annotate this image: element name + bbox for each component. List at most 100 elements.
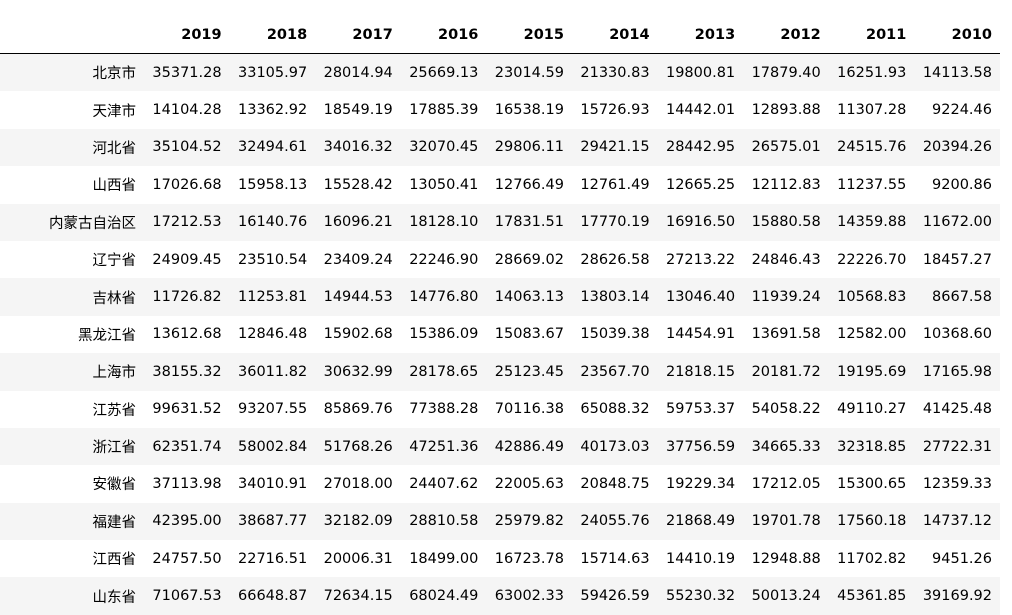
table-cell: 65088.32 [580, 401, 650, 418]
table-cell: 13046.40 [665, 289, 736, 306]
table-cell: 17212.53 [152, 214, 222, 231]
table-cell: 12582.00 [837, 326, 907, 343]
table-cell: 49110.27 [837, 401, 907, 418]
row-label: 河北省 [92, 140, 137, 157]
table-cell: 20394.26 [922, 139, 992, 156]
row-label: 天津市 [92, 103, 137, 120]
row-label: 北京市 [92, 66, 137, 83]
row-label: 山西省 [92, 178, 137, 195]
table-cell: 40173.03 [580, 438, 650, 455]
table-cell: 25979.82 [494, 513, 564, 530]
table-cell: 17885.39 [409, 102, 479, 119]
table-cell: 34016.32 [323, 139, 393, 156]
table-cell: 11726.82 [152, 289, 222, 306]
table-cell: 11307.28 [837, 102, 907, 119]
column-header-2019: 2019 [144, 17, 230, 54]
table-cell: 18499.00 [409, 550, 479, 567]
table-cell: 29806.11 [494, 139, 564, 156]
table-cell: 37113.98 [152, 475, 222, 492]
table-cell: 66648.87 [238, 588, 308, 605]
table-cell: 17165.98 [922, 363, 992, 380]
table-cell: 13362.92 [238, 102, 308, 119]
column-header-2014: 2014 [571, 17, 658, 54]
table-cell: 11939.24 [751, 289, 821, 306]
table-cell: 11237.55 [837, 176, 907, 193]
table-cell: 85869.76 [323, 401, 393, 418]
table-cell: 20848.75 [580, 475, 650, 492]
table-row: 江西省 24757.50 22716.51 20006.31 18499.00 16723… [0, 540, 1000, 578]
table-row: 内蒙古自治区 17212.53 16140.76 16096.21 18128.10 17… [0, 203, 1000, 241]
table-row: 天津市 14104.28 13362.92 18549.19 17885.39 16538… [0, 91, 1000, 129]
table-cell: 35371.28 [152, 64, 222, 81]
table-cell: 38155.32 [152, 363, 222, 380]
table-row: 河北省 35104.52 32494.61 34016.32 32070.45 29806… [0, 128, 1000, 167]
table-row: 吉林省 11726.82 11253.81 14944.53 14776.80 14063… [0, 278, 1000, 316]
table-cell: 24909.45 [152, 251, 222, 268]
header-row: 2019 2018 2017 2016 2015 2014 2013 2012 2011 2010 [0, 17, 1000, 54]
table-cell: 18549.19 [323, 102, 393, 119]
table-cell: 21868.49 [665, 513, 736, 530]
row-label: 内蒙古自治区 [49, 215, 136, 232]
table-cell: 17879.40 [751, 64, 821, 81]
table-cell: 15880.58 [751, 214, 821, 231]
row-label: 山东省 [92, 589, 137, 606]
table-cell: 50013.24 [751, 588, 821, 605]
table-cell: 15958.13 [238, 176, 308, 193]
table-cell: 12665.25 [665, 176, 736, 193]
table-cell: 10368.60 [922, 326, 992, 343]
table-cell: 32318.85 [837, 438, 907, 455]
table-cell: 12112.83 [751, 176, 821, 193]
table-cell: 24757.50 [152, 550, 222, 567]
table-cell: 32182.09 [323, 513, 393, 530]
row-label: 浙江省 [92, 440, 137, 457]
table-cell: 28178.65 [409, 363, 479, 380]
table-cell: 36011.82 [238, 363, 308, 380]
table-cell: 14104.28 [152, 102, 222, 119]
table-cell: 13050.41 [409, 176, 479, 193]
table-cell: 15039.38 [580, 326, 650, 343]
table-cell: 24055.76 [580, 513, 650, 530]
table-cell: 9200.86 [932, 176, 992, 193]
column-header-2017: 2017 [315, 17, 401, 54]
table-cell: 25123.45 [494, 363, 564, 380]
table-row: 安徽省 37113.98 34010.91 27018.00 24407.62 22005… [0, 465, 1000, 503]
table-cell: 16096.21 [323, 214, 393, 231]
table-cell: 30632.99 [323, 363, 393, 380]
table-cell: 28014.94 [323, 64, 393, 81]
table-cell: 93207.55 [238, 401, 308, 418]
table-cell: 17831.51 [494, 214, 564, 231]
table-row: 福建省 42395.00 38687.77 32182.09 28810.58 25979… [0, 502, 1000, 541]
table-cell: 21330.83 [580, 64, 650, 81]
table-cell: 15902.68 [323, 326, 393, 343]
table-cell: 55230.32 [665, 588, 736, 605]
table-cell: 12893.88 [751, 102, 821, 119]
table-cell: 14410.19 [665, 550, 736, 567]
table-cell: 14113.58 [922, 64, 992, 81]
table-cell: 70116.38 [494, 401, 564, 418]
table-cell: 20006.31 [323, 550, 393, 567]
table-cell: 16538.19 [494, 102, 564, 119]
row-label: 辽宁省 [92, 253, 137, 270]
row-label: 福建省 [92, 514, 137, 531]
table-cell: 41425.48 [922, 401, 992, 418]
table-cell: 63002.33 [494, 588, 564, 605]
table-cell: 34665.33 [751, 438, 821, 455]
table-cell: 54058.22 [751, 401, 821, 418]
table-cell: 16723.78 [494, 550, 564, 567]
table-row: 辽宁省 24909.45 23510.54 23409.24 22246.90 28669… [0, 240, 1000, 279]
table-cell: 16251.93 [837, 64, 907, 81]
table-cell: 14737.12 [922, 513, 992, 530]
table-cell: 27722.31 [922, 438, 992, 455]
table-cell: 51768.26 [323, 438, 393, 455]
table-cell: 18128.10 [409, 214, 479, 231]
table-cell: 39169.92 [922, 588, 992, 605]
column-header-2015: 2015 [486, 17, 572, 54]
table-cell: 14944.53 [323, 289, 393, 306]
table-cell: 13803.14 [580, 289, 650, 306]
table-cell: 15714.63 [580, 550, 650, 567]
table-cell: 62351.74 [152, 438, 222, 455]
table-cell: 11253.81 [238, 289, 308, 306]
table-cell: 15300.65 [837, 475, 907, 492]
table-row: 浙江省 62351.74 58002.84 51768.26 47251.36 42886… [0, 427, 1000, 466]
table-cell: 24407.62 [409, 475, 479, 492]
